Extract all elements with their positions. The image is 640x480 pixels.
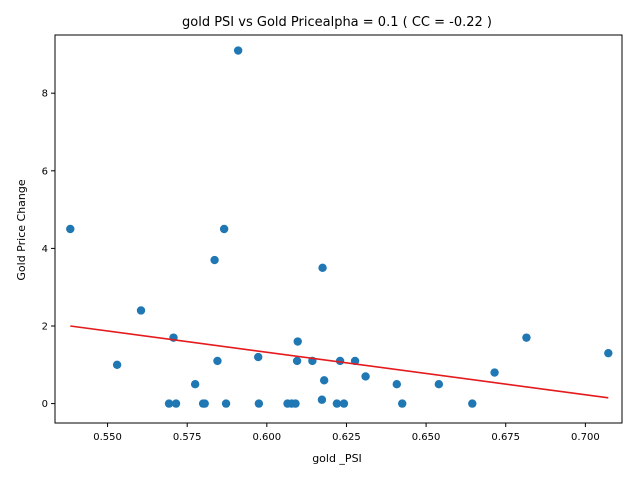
y-tick-label: 2 [42, 322, 48, 333]
data-point [490, 368, 499, 377]
data-point [292, 356, 302, 366]
data-point [468, 399, 477, 408]
y-tick-label: 6 [42, 166, 48, 177]
data-point [200, 399, 209, 408]
y-tick-label: 4 [42, 244, 48, 255]
data-point [190, 380, 200, 389]
x-tick-label: 0.550 [93, 432, 122, 443]
data-point [112, 360, 122, 369]
data-point [210, 255, 219, 265]
data-point [136, 306, 146, 315]
data-point [522, 333, 531, 342]
data-point [164, 399, 174, 408]
x-tick-label: 0.625 [332, 432, 361, 443]
data-point [398, 399, 407, 408]
data-point [319, 376, 329, 385]
y-tick-label: 0 [42, 399, 48, 410]
data-point [434, 380, 444, 389]
data-point [317, 395, 327, 404]
x-tick-label: 0.575 [173, 432, 202, 443]
y-axis-label: Gold Price Change [15, 179, 28, 280]
y-tick-label: 8 [42, 89, 48, 100]
data-point [332, 399, 342, 408]
data-point [171, 399, 181, 408]
data-point [318, 263, 327, 272]
data-point [339, 399, 349, 408]
x-axis-label: gold _PSI [312, 452, 362, 465]
chart-title: gold PSI vs Gold Pricealpha = 0.1 ( CC =… [182, 15, 492, 30]
data-point [361, 372, 370, 381]
regression-line [70, 325, 609, 399]
x-tick-label: 0.650 [412, 432, 441, 443]
x-tick-label: 0.675 [491, 432, 520, 443]
plot-area: 0.550 0.575 0.600 0.625 0.650 0.675 0.700 0 2 4 6 8 [42, 34, 623, 443]
data-point [254, 352, 263, 362]
data-point [221, 399, 231, 408]
data-point [66, 224, 75, 234]
x-tick-label: 0.700 [571, 432, 600, 443]
data-point [219, 224, 229, 234]
data-point [291, 399, 300, 408]
data-point [604, 348, 613, 358]
data-point [213, 356, 222, 366]
x-tick-label: 0.600 [253, 432, 282, 443]
data-point [233, 46, 243, 55]
data-point [392, 380, 401, 389]
plot-frame [54, 34, 623, 424]
data-point [254, 399, 264, 408]
data-point [293, 337, 302, 346]
